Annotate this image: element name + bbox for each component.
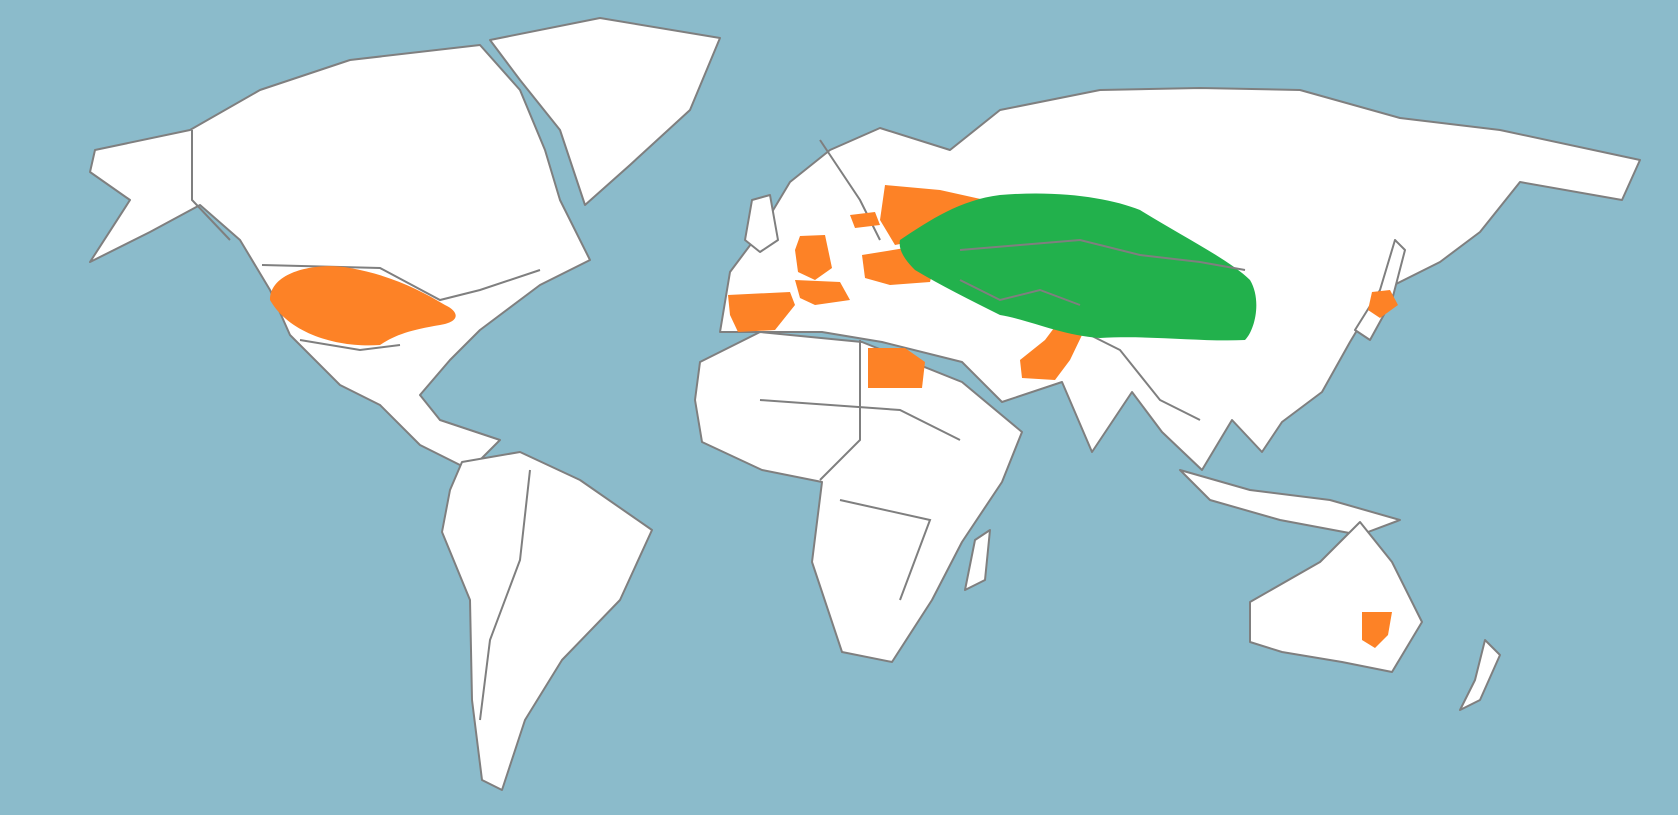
region-usa-orange xyxy=(270,266,456,346)
region-central-asia-green xyxy=(899,193,1257,341)
region-germany-orange xyxy=(795,235,832,280)
region-australia-se-orange xyxy=(1362,612,1392,648)
north-america xyxy=(89,44,591,471)
madagascar xyxy=(964,529,991,591)
japan xyxy=(1354,239,1406,341)
highlighted-regions-orange xyxy=(270,185,1398,648)
region-baltic-orange xyxy=(850,212,880,228)
region-west-russia-orange xyxy=(880,185,985,245)
country-borders xyxy=(191,130,1201,721)
region-pakistan-orange xyxy=(1020,320,1082,380)
green-region-borders xyxy=(959,238,1246,306)
new-zealand xyxy=(1459,639,1501,711)
region-central-europe-orange xyxy=(795,280,850,305)
region-spain-orange xyxy=(728,292,795,332)
region-japan-orange xyxy=(1368,290,1398,318)
south-america xyxy=(441,451,653,791)
indonesia xyxy=(1179,469,1401,536)
region-egypt-orange xyxy=(868,348,925,388)
greenland xyxy=(489,17,721,206)
uk xyxy=(744,194,779,253)
